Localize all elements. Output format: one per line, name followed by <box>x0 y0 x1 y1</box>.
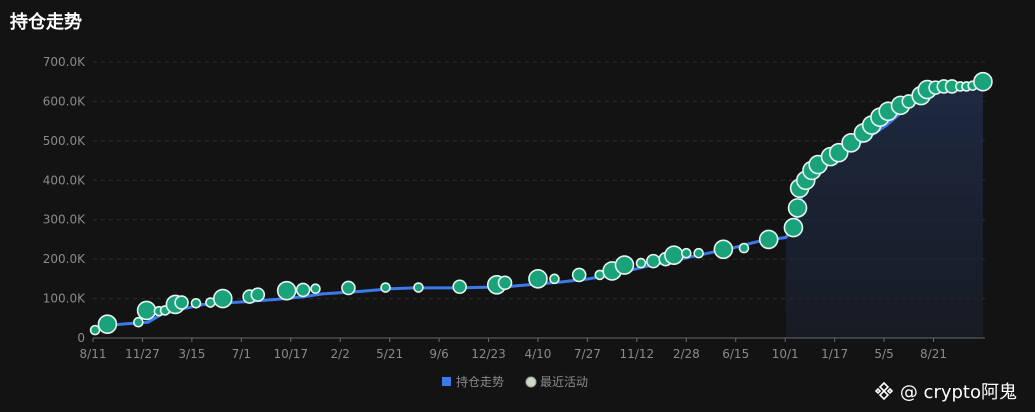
y-tick-label: 300.0K <box>43 213 86 227</box>
x-tick-label: 7/1 <box>232 347 251 361</box>
x-tick-label: 10/1 <box>772 347 799 361</box>
activity-bubble <box>190 298 202 309</box>
y-tick-label: 600.0K <box>43 94 86 108</box>
x-tick-label: 12/23 <box>471 347 506 361</box>
y-tick-label: 100.0K <box>43 292 86 306</box>
x-tick-label: 2/28 <box>673 347 700 361</box>
activity-bubble <box>713 239 734 260</box>
activity-bubble <box>680 247 692 259</box>
area-path <box>785 81 983 338</box>
y-tick-label: 500.0K <box>43 134 86 148</box>
legend[interactable]: 持仓走势 最近活动 <box>442 374 588 389</box>
x-tick-label: 8/21 <box>920 347 947 361</box>
activity-bubble <box>212 288 233 309</box>
x-tick-label: 10/17 <box>273 347 308 361</box>
x-tick-label: 7/27 <box>574 347 601 361</box>
activity-bubble <box>571 267 587 283</box>
y-tick-label: 400.0K <box>43 173 86 187</box>
area-fill <box>785 81 983 338</box>
x-tick-label: 11/27 <box>125 347 160 361</box>
binance-logo-icon <box>874 381 893 401</box>
activity-bubble <box>549 273 560 285</box>
activity-bubble <box>380 282 391 293</box>
y-tick-label: 0 <box>77 331 85 345</box>
y-tick-label: 700.0K <box>43 55 86 69</box>
activity-bubble <box>528 269 548 289</box>
axes: 0 100.0K 200.0K 300.0K 400.0K 500.0K 600.0K 700… <box>43 55 985 361</box>
activity-bubble <box>97 314 118 335</box>
watermark: @ crypto阿鬼 <box>874 378 1017 404</box>
activity-bubble <box>89 324 101 336</box>
activity-bubble <box>787 198 808 218</box>
watermark-text: @ crypto阿鬼 <box>899 382 1017 403</box>
activity-bubble <box>174 295 189 310</box>
activity-bubble <box>341 280 356 296</box>
activity-bubble <box>133 316 144 328</box>
legend-square-marker <box>442 377 451 386</box>
activity-bubble <box>783 217 804 238</box>
x-tick-label: 1/17 <box>821 347 848 361</box>
x-tick-label: 5/5 <box>874 347 893 361</box>
activity-bubble <box>250 287 266 302</box>
chart-title: 持仓走势 <box>10 12 82 33</box>
legend-label: 持仓走势 <box>456 374 504 389</box>
activity-bubble <box>664 245 684 265</box>
activity-bubble <box>136 300 157 321</box>
x-tick-label: 2/2 <box>331 347 350 361</box>
activity-bubble <box>646 253 661 269</box>
x-tick-label: 6/15 <box>722 347 749 361</box>
activity-bubble <box>295 282 311 298</box>
x-tick-label: 5/21 <box>376 347 403 361</box>
bubble-series <box>89 71 993 336</box>
activity-bubble <box>497 275 513 291</box>
legend-label: 最近活动 <box>540 375 588 389</box>
x-tick-label: 4/10 <box>524 347 551 361</box>
legend-circle-marker <box>525 376 537 388</box>
activity-bubble <box>973 71 993 92</box>
x-tick-label: 9/6 <box>429 347 448 361</box>
legend-item-holding[interactable]: 持仓走势 <box>442 374 504 389</box>
activity-bubble <box>413 282 424 293</box>
activity-bubble <box>635 257 647 269</box>
x-tick-label: 3/15 <box>178 347 205 361</box>
activity-bubble <box>276 280 297 301</box>
activity-bubble <box>738 242 750 254</box>
activity-bubble <box>614 255 635 275</box>
activity-bubble <box>452 279 467 295</box>
activity-bubble <box>310 283 321 295</box>
legend-item-activity[interactable]: 最近活动 <box>525 375 588 389</box>
y-tick-label: 200.0K <box>43 252 86 266</box>
x-tick-label: 8/11 <box>80 347 107 361</box>
activity-bubble <box>693 247 704 259</box>
activity-bubble <box>758 229 779 250</box>
x-tick-label: 11/12 <box>620 347 655 361</box>
